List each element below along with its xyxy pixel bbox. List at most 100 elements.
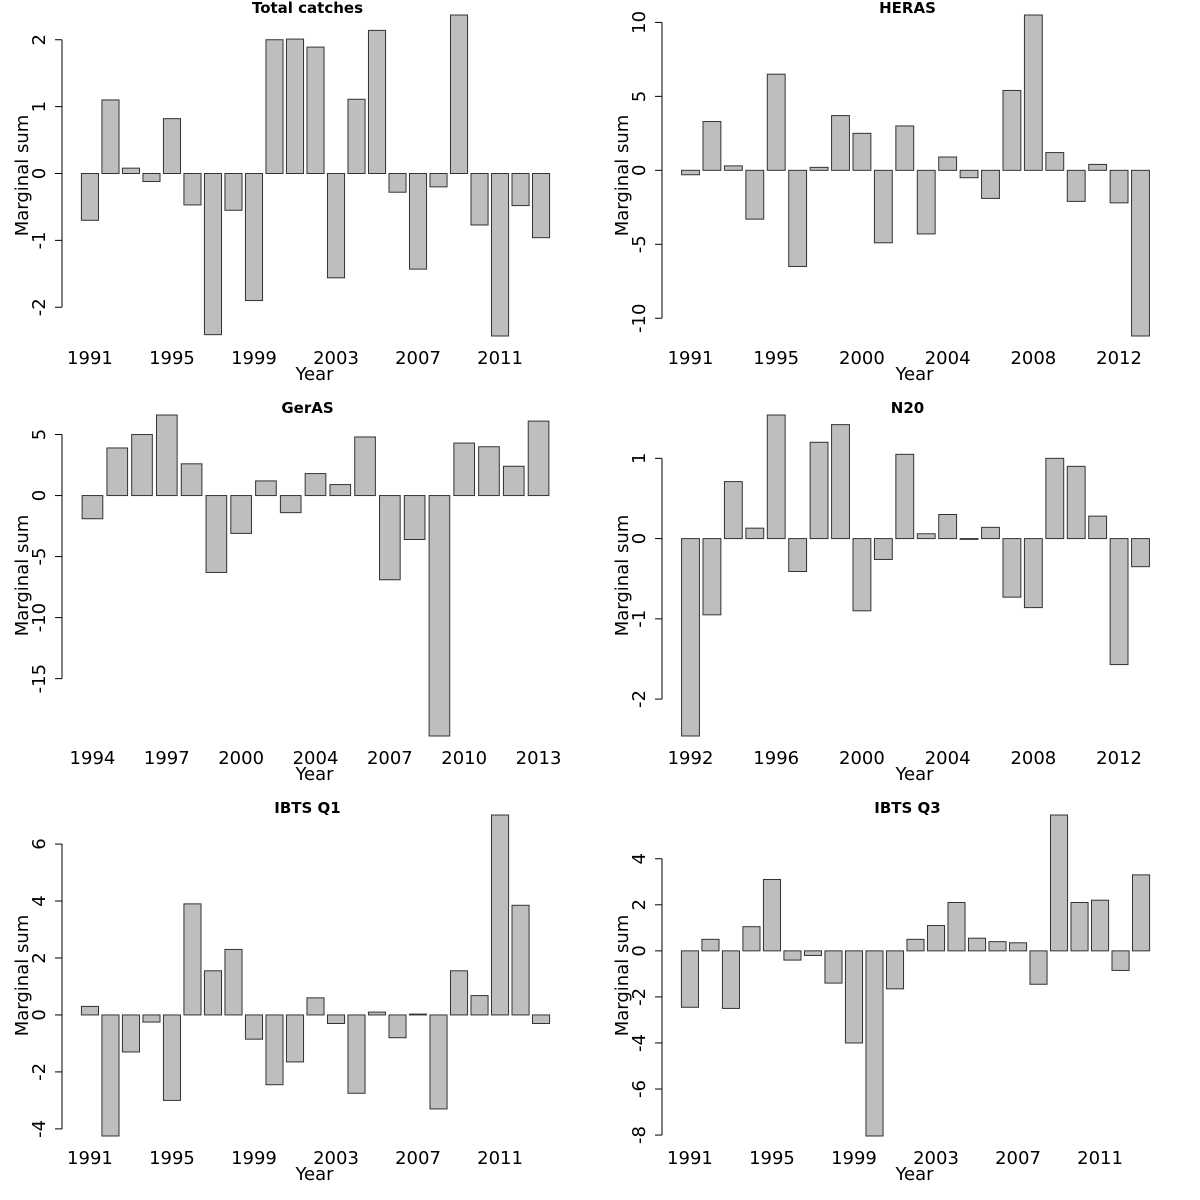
bar (502, 465, 525, 497)
bar (1088, 515, 1108, 540)
y-tick-label: 0 (629, 945, 650, 956)
bar (844, 950, 864, 1044)
bar (230, 495, 252, 534)
bar (1109, 538, 1129, 666)
bar (367, 1011, 387, 1016)
x-tick-label: 1995 (149, 1148, 195, 1169)
y-tick-label: 2 (29, 34, 50, 45)
x-tick-label: 2011 (477, 1148, 523, 1169)
x-tick-label: 1997 (144, 748, 190, 769)
bar (681, 169, 700, 176)
y-tick-label: -4 (629, 1034, 650, 1052)
bar (895, 125, 915, 171)
bar (429, 172, 448, 188)
x-tick-label: 2004 (293, 748, 339, 769)
bar (285, 38, 305, 174)
bar (306, 46, 325, 174)
bar (304, 473, 327, 497)
x-tick-label: 1991 (668, 348, 714, 369)
bar (326, 1014, 346, 1024)
x-tick-label: 1999 (831, 1148, 877, 1169)
bar (205, 495, 228, 573)
y-axis-label: Marginal sum (612, 915, 633, 1037)
x-tick-label: 1999 (231, 348, 277, 369)
y-tick-label: 4 (629, 853, 650, 864)
bar (531, 1014, 551, 1024)
bar (121, 1014, 141, 1053)
x-axis-label: Year (894, 764, 934, 785)
bar (388, 1014, 407, 1039)
bar (490, 172, 510, 337)
bar (81, 495, 104, 520)
x-tick-label: 2011 (477, 348, 523, 369)
bar (354, 436, 376, 497)
x-tick-label: 2004 (925, 348, 971, 369)
bar (329, 484, 352, 497)
bar (155, 414, 178, 497)
y-tick-label: 0 (629, 165, 650, 176)
bar (80, 1005, 100, 1016)
bar (142, 1014, 161, 1023)
bar (449, 970, 469, 1016)
bar (367, 29, 387, 174)
y-tick-label: -2 (29, 1063, 50, 1081)
bar (681, 538, 700, 737)
bar (967, 937, 987, 952)
x-tick-label: 2003 (313, 1148, 359, 1169)
y-tick-label: -6 (629, 1080, 650, 1098)
bar (959, 538, 979, 540)
bar (244, 172, 264, 302)
x-axis-label: Year (294, 764, 334, 785)
y-tick-label: 0 (29, 1009, 50, 1020)
y-tick-label: -1 (29, 231, 50, 249)
bar (885, 950, 905, 990)
bar (265, 39, 284, 174)
bar (873, 538, 893, 560)
bar (701, 938, 720, 952)
bar (1023, 14, 1043, 171)
bar (101, 1014, 120, 1137)
bar (865, 950, 884, 1137)
bar (788, 538, 808, 572)
bar (1131, 874, 1151, 952)
bar (745, 527, 765, 540)
bar (788, 169, 808, 267)
bar (916, 533, 936, 540)
bar (1111, 950, 1130, 971)
bar (1090, 899, 1110, 952)
y-tick-label: -2 (29, 298, 50, 316)
chart-title: N20 (891, 399, 924, 417)
bar (101, 99, 120, 174)
y-tick-label: 4 (29, 895, 50, 906)
bar (531, 172, 551, 239)
x-tick-label: 1994 (70, 748, 116, 769)
y-tick-label: -10 (629, 304, 650, 333)
bar (1045, 457, 1065, 540)
bar (1066, 169, 1086, 202)
bar (183, 903, 202, 1016)
x-tick-label: 1995 (749, 1148, 795, 1169)
chart-title: GerAS (281, 399, 333, 417)
bar (723, 165, 743, 171)
chart-panel: HERAS Year Marginal sum -10 -5 0 5 10 1991 1995 20… (612, 0, 1150, 385)
y-axis-label: Marginal sum (612, 515, 633, 637)
bar (959, 169, 979, 179)
x-tick-label: 2012 (1096, 748, 1142, 769)
bar (428, 495, 451, 737)
x-tick-label: 2007 (395, 348, 441, 369)
bar (1109, 169, 1129, 204)
bar (831, 424, 850, 540)
x-axis-label: Year (294, 1164, 334, 1185)
bar (203, 970, 223, 1016)
bar (1008, 942, 1028, 952)
bar (809, 166, 829, 171)
bar (265, 1014, 284, 1086)
chart-title: IBTS Q3 (874, 799, 940, 817)
x-axis-label: Year (894, 1164, 934, 1185)
bar (511, 904, 530, 1016)
bar (80, 172, 100, 221)
x-tick-label: 2012 (1096, 348, 1142, 369)
y-tick-label: 0 (629, 533, 650, 544)
chart-panel: IBTS Q3 Year Marginal sum -8 -6 -4 -2 0 2 4 1991 19… (612, 799, 1151, 1185)
bar (183, 172, 202, 206)
